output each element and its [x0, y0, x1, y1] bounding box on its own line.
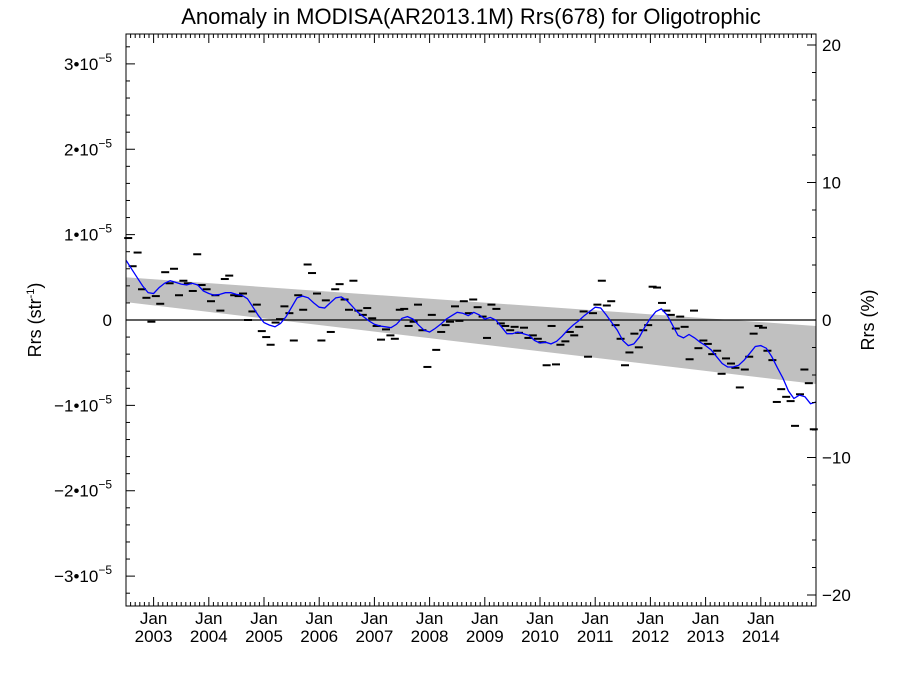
y-left-tick-exponent-4: −5 — [98, 392, 112, 406]
y-right-tick-label-1: 10 — [822, 174, 841, 193]
y-left-tick-exponent-2: −5 — [98, 222, 112, 236]
x-tick-label-year-9: 2012 — [631, 627, 669, 646]
x-tick-label-year-4: 2007 — [355, 627, 393, 646]
x-tick-label-month-3: Jan — [305, 609, 332, 628]
y-left-tick-mantissa-6: −3•10 — [54, 567, 98, 586]
y-right-tick-label-4: −20 — [822, 586, 851, 605]
y-left-tick-label-2: 1•10−5 — [64, 222, 112, 245]
y-left-tick-mantissa-2: 1•10 — [64, 226, 98, 245]
x-tick-label-month-2: Jan — [250, 609, 277, 628]
x-tick-label-year-2: 2005 — [245, 627, 283, 646]
x-tick-label-month-4: Jan — [361, 609, 388, 628]
y-right-tick-label-0: 20 — [822, 36, 841, 55]
plot-area: 3•10−52•10−51•10−50−1•10−5−2•10−5−3•10−5… — [54, 33, 851, 646]
y-axis-left-label-close: ) — [25, 283, 45, 289]
x-tick-label-year-0: 2003 — [135, 627, 173, 646]
x-tick-label-year-3: 2006 — [300, 627, 338, 646]
x-tick-label-month-9: Jan — [637, 609, 664, 628]
y-left-tick-label-6: −3•10−5 — [54, 563, 112, 586]
y-left-tick-label-4: −1•10−5 — [54, 392, 112, 415]
y-left-tick-mantissa-3: 0 — [103, 311, 112, 330]
x-tick-label-year-6: 2009 — [466, 627, 504, 646]
x-tick-label-month-1: Jan — [195, 609, 222, 628]
y-axis-left-label-sup: -1 — [25, 289, 37, 299]
x-tick-label-month-7: Jan — [526, 609, 553, 628]
x-tick-label-year-10: 2013 — [687, 627, 725, 646]
y-left-tick-label-1: 2•10−5 — [64, 136, 112, 159]
x-tick-label-month-5: Jan — [416, 609, 443, 628]
y-right-tick-label-2: 0 — [822, 311, 831, 330]
y-left-tick-exponent-6: −5 — [98, 563, 112, 577]
y-axis-left-label-base: Rrs (str — [25, 298, 45, 357]
x-tick-label-month-0: Jan — [140, 609, 167, 628]
x-tick-label-year-7: 2010 — [521, 627, 559, 646]
chart-title: Anomaly in MODISA(AR2013.1M) Rrs(678) fo… — [181, 4, 761, 29]
y-left-tick-exponent-1: −5 — [98, 136, 112, 150]
x-tick-label-year-8: 2011 — [577, 627, 614, 646]
y-axis-right-label: Rrs (%) — [858, 290, 878, 351]
y-left-tick-label-0: 3•10−5 — [64, 51, 112, 74]
y-left-tick-mantissa-5: −2•10 — [54, 482, 98, 501]
y-left-tick-exponent-5: −5 — [98, 478, 112, 492]
x-tick-label-year-5: 2008 — [411, 627, 449, 646]
x-tick-label-month-10: Jan — [692, 609, 719, 628]
y-left-tick-exponent-0: −5 — [98, 51, 112, 65]
x-tick-label-month-11: Jan — [747, 609, 774, 628]
y-left-tick-mantissa-0: 3•10 — [64, 55, 98, 74]
y-axis-left-label: Rrs (str-1) — [25, 283, 45, 358]
x-tick-label-month-8: Jan — [581, 609, 608, 628]
trend-band — [126, 277, 816, 385]
y-right-tick-label-3: −10 — [822, 449, 851, 468]
x-tick-label-year-11: 2014 — [742, 627, 780, 646]
y-left-tick-mantissa-4: −1•10 — [54, 396, 98, 415]
x-tick-label-month-6: Jan — [471, 609, 498, 628]
smoothed-series-line — [125, 259, 817, 405]
y-left-tick-label-5: −2•10−5 — [54, 478, 112, 501]
y-left-tick-mantissa-1: 2•10 — [64, 140, 98, 159]
y-left-tick-label-3: 0 — [103, 311, 112, 330]
x-tick-label-year-1: 2004 — [190, 627, 228, 646]
